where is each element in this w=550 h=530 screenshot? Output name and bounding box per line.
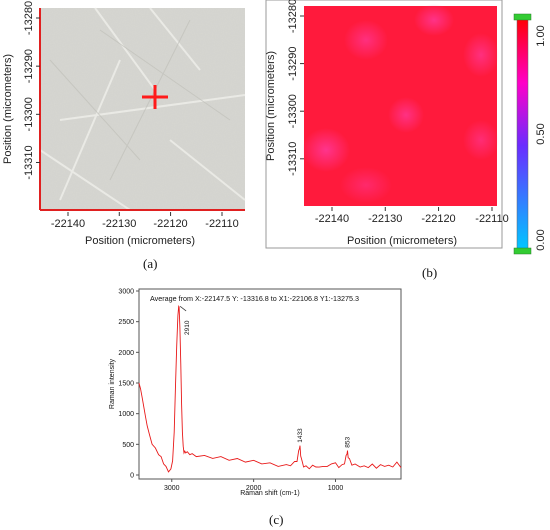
x-tick-label: -22140 <box>315 213 349 225</box>
crosshair-icon <box>142 85 168 109</box>
colorbar-gradient <box>516 17 529 251</box>
colorbar-tick-label: 0.50 <box>535 123 547 144</box>
colorbar-tick-label: 0.00 <box>535 229 547 250</box>
panel-a-ylabel: Position (micrometers) <box>2 54 14 164</box>
x-axis-label: Raman shift (cm-1) <box>240 490 300 497</box>
spectrum-annotation: Average from X:-22147.5 Y: -13316.8 to X… <box>150 294 359 303</box>
peak-label-2910: 2910 <box>184 320 191 335</box>
y-tick-label: -13300 <box>287 94 299 128</box>
y-tick-label: -13280 <box>23 1 35 35</box>
y-axis-label: Raman intensity <box>109 358 116 409</box>
panel-a-xlabel: Position (micrometers) <box>85 235 195 247</box>
y-tick-label: 1000 <box>118 411 134 418</box>
peak-2910-leader <box>179 306 187 312</box>
caption-b: (b) <box>422 265 438 280</box>
x-tick-label: -22130 <box>102 218 136 230</box>
panel-c-spectrum-chart: 0 500 1000 1500 2000 2500 3000 3000 2000 1000 29… <box>109 288 402 497</box>
y-tick-label: -13310 <box>23 145 35 179</box>
y-tick-label: -13290 <box>23 49 35 83</box>
peak-label-853: 853 <box>345 436 352 447</box>
y-tick-label: 500 <box>122 442 134 449</box>
y-tick-label: -13290 <box>287 46 299 80</box>
x-tick-label: -22110 <box>205 218 238 230</box>
x-tick-label: -22110 <box>475 213 508 225</box>
panel-a-figure: -22140 -22130 -22120 -22110 -13280 -13290 -13… <box>2 1 246 247</box>
colorbar-top-handle[interactable] <box>513 13 532 21</box>
y-tick-label: -13300 <box>23 97 35 131</box>
peak-label-1433: 1433 <box>297 428 304 443</box>
microscope-image <box>39 7 246 211</box>
panel-b-xlabel: Position (micrometers) <box>347 235 457 247</box>
panel-b-figure: -22140 -22130 -22120 -22110 -13280 -13290 -13… <box>265 0 547 255</box>
colorbar-tick-label: 1.00 <box>535 25 547 46</box>
x-tick-label: 1000 <box>328 485 344 492</box>
raman-map <box>302 4 499 206</box>
y-tick-label: 2000 <box>118 350 134 357</box>
x-tick-label: -22130 <box>368 213 402 225</box>
x-tick-label: -22120 <box>153 218 187 230</box>
y-tick-label: 2500 <box>118 319 134 326</box>
x-tick-label: 3000 <box>164 485 180 492</box>
y-tick-label: 1500 <box>118 381 134 388</box>
x-tick-label: -22120 <box>421 213 455 225</box>
spectrum-line <box>138 304 402 473</box>
caption-c: (c) <box>269 512 284 527</box>
plot-area <box>138 288 402 480</box>
y-tick-label: 3000 <box>118 289 134 296</box>
x-tick-label: 2000 <box>246 485 262 492</box>
colorbar-bottom-handle[interactable] <box>513 247 532 255</box>
y-tick-label: 0 <box>130 473 134 480</box>
y-tick-label: -13310 <box>287 142 299 176</box>
caption-a: (a) <box>143 256 158 271</box>
y-tick-label: -13280 <box>287 0 299 33</box>
x-tick-label: -22140 <box>51 218 85 230</box>
panel-b-ylabel: Position (micrometers) <box>265 51 277 161</box>
